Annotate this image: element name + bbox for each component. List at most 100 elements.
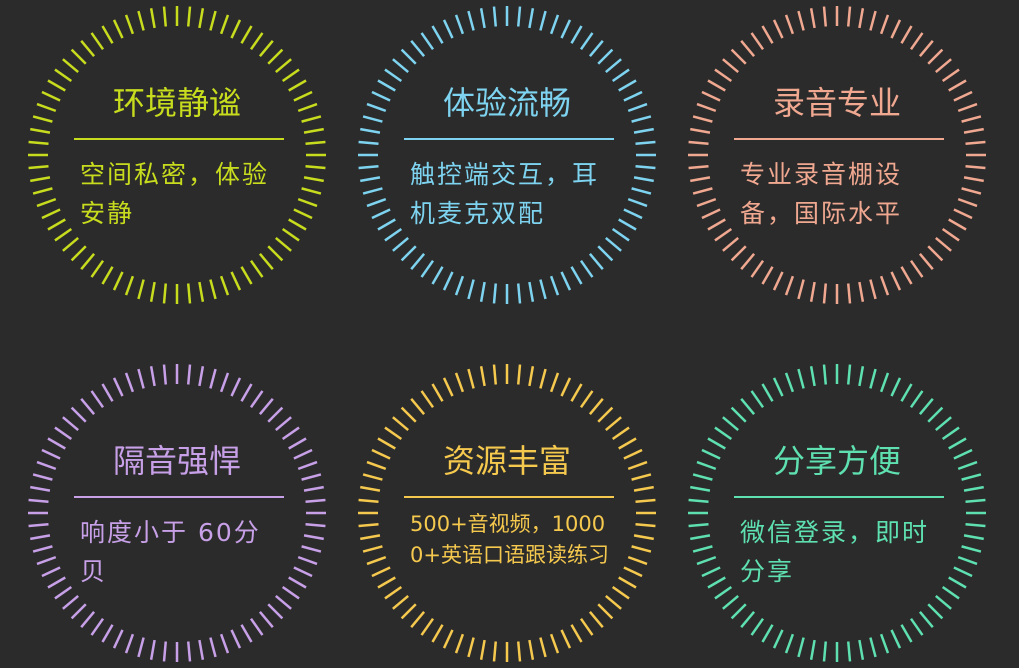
badge-divider (404, 138, 614, 140)
ring-tick (198, 281, 205, 302)
badge-divider (74, 138, 284, 140)
ring-tick (690, 534, 711, 541)
ring-tick (80, 40, 96, 57)
ring-tick (209, 279, 217, 300)
ring-tick (410, 398, 426, 415)
ring-tick (249, 32, 264, 51)
ring-tick (371, 448, 391, 460)
ring-tick (750, 32, 765, 51)
ring-tick (528, 281, 535, 302)
ring-tick (879, 14, 890, 35)
ring-tick (707, 79, 726, 92)
ring-tick (467, 10, 475, 31)
ring-tick (275, 416, 292, 432)
ring-tick (772, 377, 784, 397)
ring-tick (410, 611, 426, 628)
ring-tick (784, 14, 795, 35)
ring-tick (611, 585, 630, 600)
ring-tick (420, 259, 435, 278)
ring-tick (36, 555, 57, 566)
ring-tick (761, 383, 774, 402)
ring-tick (730, 48, 747, 65)
ring-tick (400, 245, 417, 262)
ring-tick (948, 437, 967, 450)
ring-tick (560, 377, 572, 397)
ring-tick (392, 594, 409, 610)
ring-tick (492, 364, 498, 385)
ring-tick (633, 127, 654, 134)
ring-tick (692, 115, 713, 123)
ring-tick (377, 79, 396, 92)
ring-tick (62, 236, 79, 252)
ring-tick (927, 48, 944, 65)
ring-tick (209, 637, 217, 658)
ring-tick (281, 227, 300, 242)
ring-tick (28, 498, 49, 504)
ring-tick (730, 406, 747, 423)
ring-tick (953, 208, 973, 220)
ring-tick (54, 227, 73, 242)
ring-tick (941, 426, 960, 441)
ring-tick (696, 197, 717, 208)
ring-tick (772, 629, 784, 649)
ring-tick (275, 236, 292, 252)
ring-tick (358, 164, 379, 170)
ring-tick (230, 19, 242, 39)
ring-tick (869, 279, 877, 300)
ring-tick (431, 266, 444, 285)
ring-tick (54, 68, 73, 83)
ring-tick (879, 372, 890, 393)
ring-tick (124, 14, 135, 35)
ring-tick (740, 253, 756, 270)
ring-tick (303, 534, 324, 541)
dashed-ring-icon (688, 6, 986, 304)
ring-tick (560, 19, 572, 39)
ring-tick (618, 218, 637, 231)
ring-tick (631, 545, 652, 553)
ring-tick (957, 197, 978, 208)
ring-tick (301, 473, 322, 481)
ring-tick (539, 368, 547, 389)
ring-tick (692, 187, 713, 195)
ring-tick (890, 629, 902, 649)
ring-tick (549, 14, 560, 35)
ring-tick (275, 594, 292, 610)
ring-tick (293, 90, 313, 102)
ring-tick (941, 585, 960, 600)
ring-tick (249, 617, 264, 636)
ring-tick (28, 140, 49, 146)
ring-tick (219, 275, 230, 296)
ring-tick (941, 227, 960, 242)
ring-tick (528, 639, 535, 660)
ring-tick (492, 283, 498, 304)
ring-tick (219, 633, 230, 654)
ring-tick (516, 364, 522, 385)
ring-tick (360, 485, 381, 492)
ring-tick (605, 416, 622, 432)
ring-tick (963, 127, 984, 134)
ring-tick (305, 140, 326, 146)
ring-tick (384, 585, 403, 600)
ring-tick (36, 102, 57, 113)
ring-tick (560, 271, 572, 291)
ring-tick (371, 90, 391, 102)
ring-tick (358, 522, 379, 528)
ring-tick (454, 633, 465, 654)
ring-tick (846, 641, 852, 662)
badge-description: 专业录音棚设备，国际水平 (740, 160, 903, 228)
ring-tick (965, 498, 986, 504)
ring-tick (714, 68, 733, 83)
ring-tick (588, 253, 604, 270)
ring-tick (360, 127, 381, 134)
ring-tick (54, 426, 73, 441)
ring-tick (635, 140, 656, 146)
badge-title: 环境静谧 (112, 84, 241, 122)
ring-tick (927, 406, 944, 423)
ring-tick (692, 545, 713, 553)
feature-badge-professional: 录音专业 专业录音棚设备，国际水平 (687, 5, 987, 305)
ring-tick (688, 164, 709, 170)
ring-tick (112, 629, 124, 649)
ring-tick (690, 485, 711, 492)
ring-tick (588, 398, 604, 415)
ring-tick (392, 236, 409, 252)
